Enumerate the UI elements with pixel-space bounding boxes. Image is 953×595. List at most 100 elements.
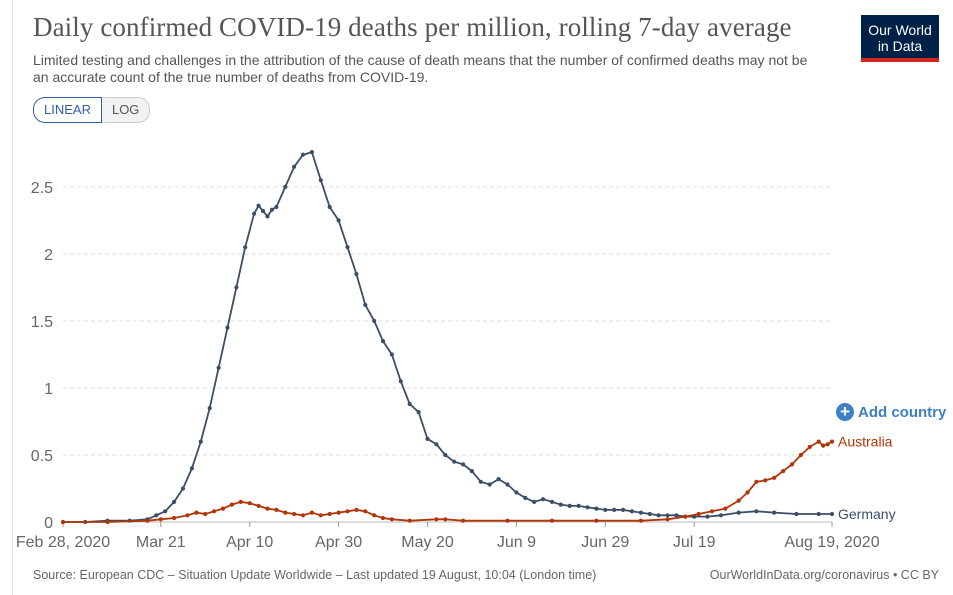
data-point xyxy=(225,325,230,330)
data-point xyxy=(576,503,581,508)
data-point xyxy=(469,469,474,474)
data-point xyxy=(736,510,741,515)
data-point xyxy=(821,443,826,448)
data-point xyxy=(372,513,377,518)
data-point xyxy=(665,517,670,522)
data-point xyxy=(309,150,314,155)
data-point xyxy=(407,518,412,523)
data-point xyxy=(696,511,701,517)
data-point xyxy=(234,285,239,290)
data-point xyxy=(816,439,821,444)
data-point xyxy=(327,204,332,210)
data-point xyxy=(336,510,341,515)
data-point xyxy=(647,511,652,517)
log-scale-button[interactable]: LOG xyxy=(101,97,151,123)
data-point xyxy=(265,214,270,219)
data-point xyxy=(505,518,510,523)
y-tick-label: 0 xyxy=(44,515,53,532)
axis-ticks: 0 0.5 1 1.5 2 2.5 Feb 28, 2020 Mar 21 Apr 10 Apr … xyxy=(16,180,880,551)
data-point xyxy=(172,515,177,521)
data-point xyxy=(665,513,670,518)
data-point xyxy=(243,245,248,250)
data-point xyxy=(541,497,546,502)
data-point xyxy=(354,507,359,512)
x-tick-label: Jun 9 xyxy=(497,534,536,551)
data-point xyxy=(532,499,537,504)
data-point xyxy=(825,442,830,447)
source-note: Source: European CDC – Situation Update … xyxy=(33,568,597,582)
data-point xyxy=(269,207,274,212)
data-point xyxy=(309,510,314,515)
grid-layer xyxy=(63,186,832,523)
data-point xyxy=(380,515,386,521)
data-point xyxy=(180,486,186,491)
data-point xyxy=(434,442,439,447)
data-point xyxy=(487,482,492,487)
series-label-germany: Germany xyxy=(838,506,896,522)
data-point xyxy=(603,507,608,512)
data-point xyxy=(829,511,835,517)
data-point xyxy=(443,517,448,522)
linear-scale-button[interactable]: LINEAR xyxy=(33,97,102,123)
x-tick-label: Jul 19 xyxy=(673,534,716,551)
y-tick-label: 1 xyxy=(44,381,53,398)
series-layer: Germany Australia xyxy=(60,150,896,525)
data-point xyxy=(292,511,297,517)
owid-logo[interactable]: Our World in Data xyxy=(861,15,939,62)
data-point xyxy=(238,499,243,504)
data-point xyxy=(256,503,261,508)
data-point xyxy=(172,499,177,504)
data-point xyxy=(154,513,159,518)
logo-line-2: in Data xyxy=(877,38,923,54)
data-point xyxy=(318,513,323,518)
data-point xyxy=(216,365,221,370)
data-point xyxy=(145,518,150,523)
data-point xyxy=(794,511,799,517)
data-point xyxy=(452,459,457,464)
data-point xyxy=(300,513,306,518)
data-point xyxy=(105,519,110,525)
data-point xyxy=(612,507,617,512)
y-tick-label: 2.5 xyxy=(31,180,53,197)
x-tick-label: Mar 21 xyxy=(136,534,186,551)
data-point xyxy=(718,513,724,518)
data-point xyxy=(372,318,377,323)
series-germany: Germany xyxy=(60,150,896,525)
data-point xyxy=(229,502,234,507)
data-point xyxy=(220,506,226,511)
data-point xyxy=(594,506,599,511)
data-point xyxy=(638,510,644,515)
data-point xyxy=(781,469,786,474)
source-link[interactable]: OurWorldInData.org/coronavirus • CC BY xyxy=(709,568,939,582)
add-country-button[interactable]: + Add country xyxy=(836,403,946,421)
data-point xyxy=(198,439,203,444)
x-tick-label: May 20 xyxy=(401,534,454,551)
x-tick-label: Apr 10 xyxy=(226,534,273,551)
data-point xyxy=(594,518,599,523)
data-point xyxy=(60,519,66,525)
data-point xyxy=(709,509,715,514)
chart-subtitle: Limited testing and challenges in the at… xyxy=(33,52,808,85)
series-line-germany xyxy=(63,151,832,523)
series-label-australia: Australia xyxy=(838,434,893,450)
data-point xyxy=(389,352,394,357)
add-country-label: Add country xyxy=(858,403,947,421)
data-point xyxy=(363,509,368,514)
data-point xyxy=(478,479,483,484)
data-point xyxy=(763,478,768,483)
data-point xyxy=(336,218,341,223)
plus-circle-icon: + xyxy=(836,403,854,421)
data-point xyxy=(816,511,821,517)
data-point xyxy=(194,510,199,515)
data-point xyxy=(158,517,163,522)
data-point xyxy=(274,204,279,210)
data-point xyxy=(549,518,555,523)
data-point xyxy=(829,439,835,444)
data-point xyxy=(207,406,212,411)
data-point xyxy=(772,475,777,480)
data-point xyxy=(425,436,430,441)
data-point xyxy=(389,517,394,522)
data-point xyxy=(363,302,368,307)
y-tick-label: 0.5 xyxy=(31,448,53,465)
